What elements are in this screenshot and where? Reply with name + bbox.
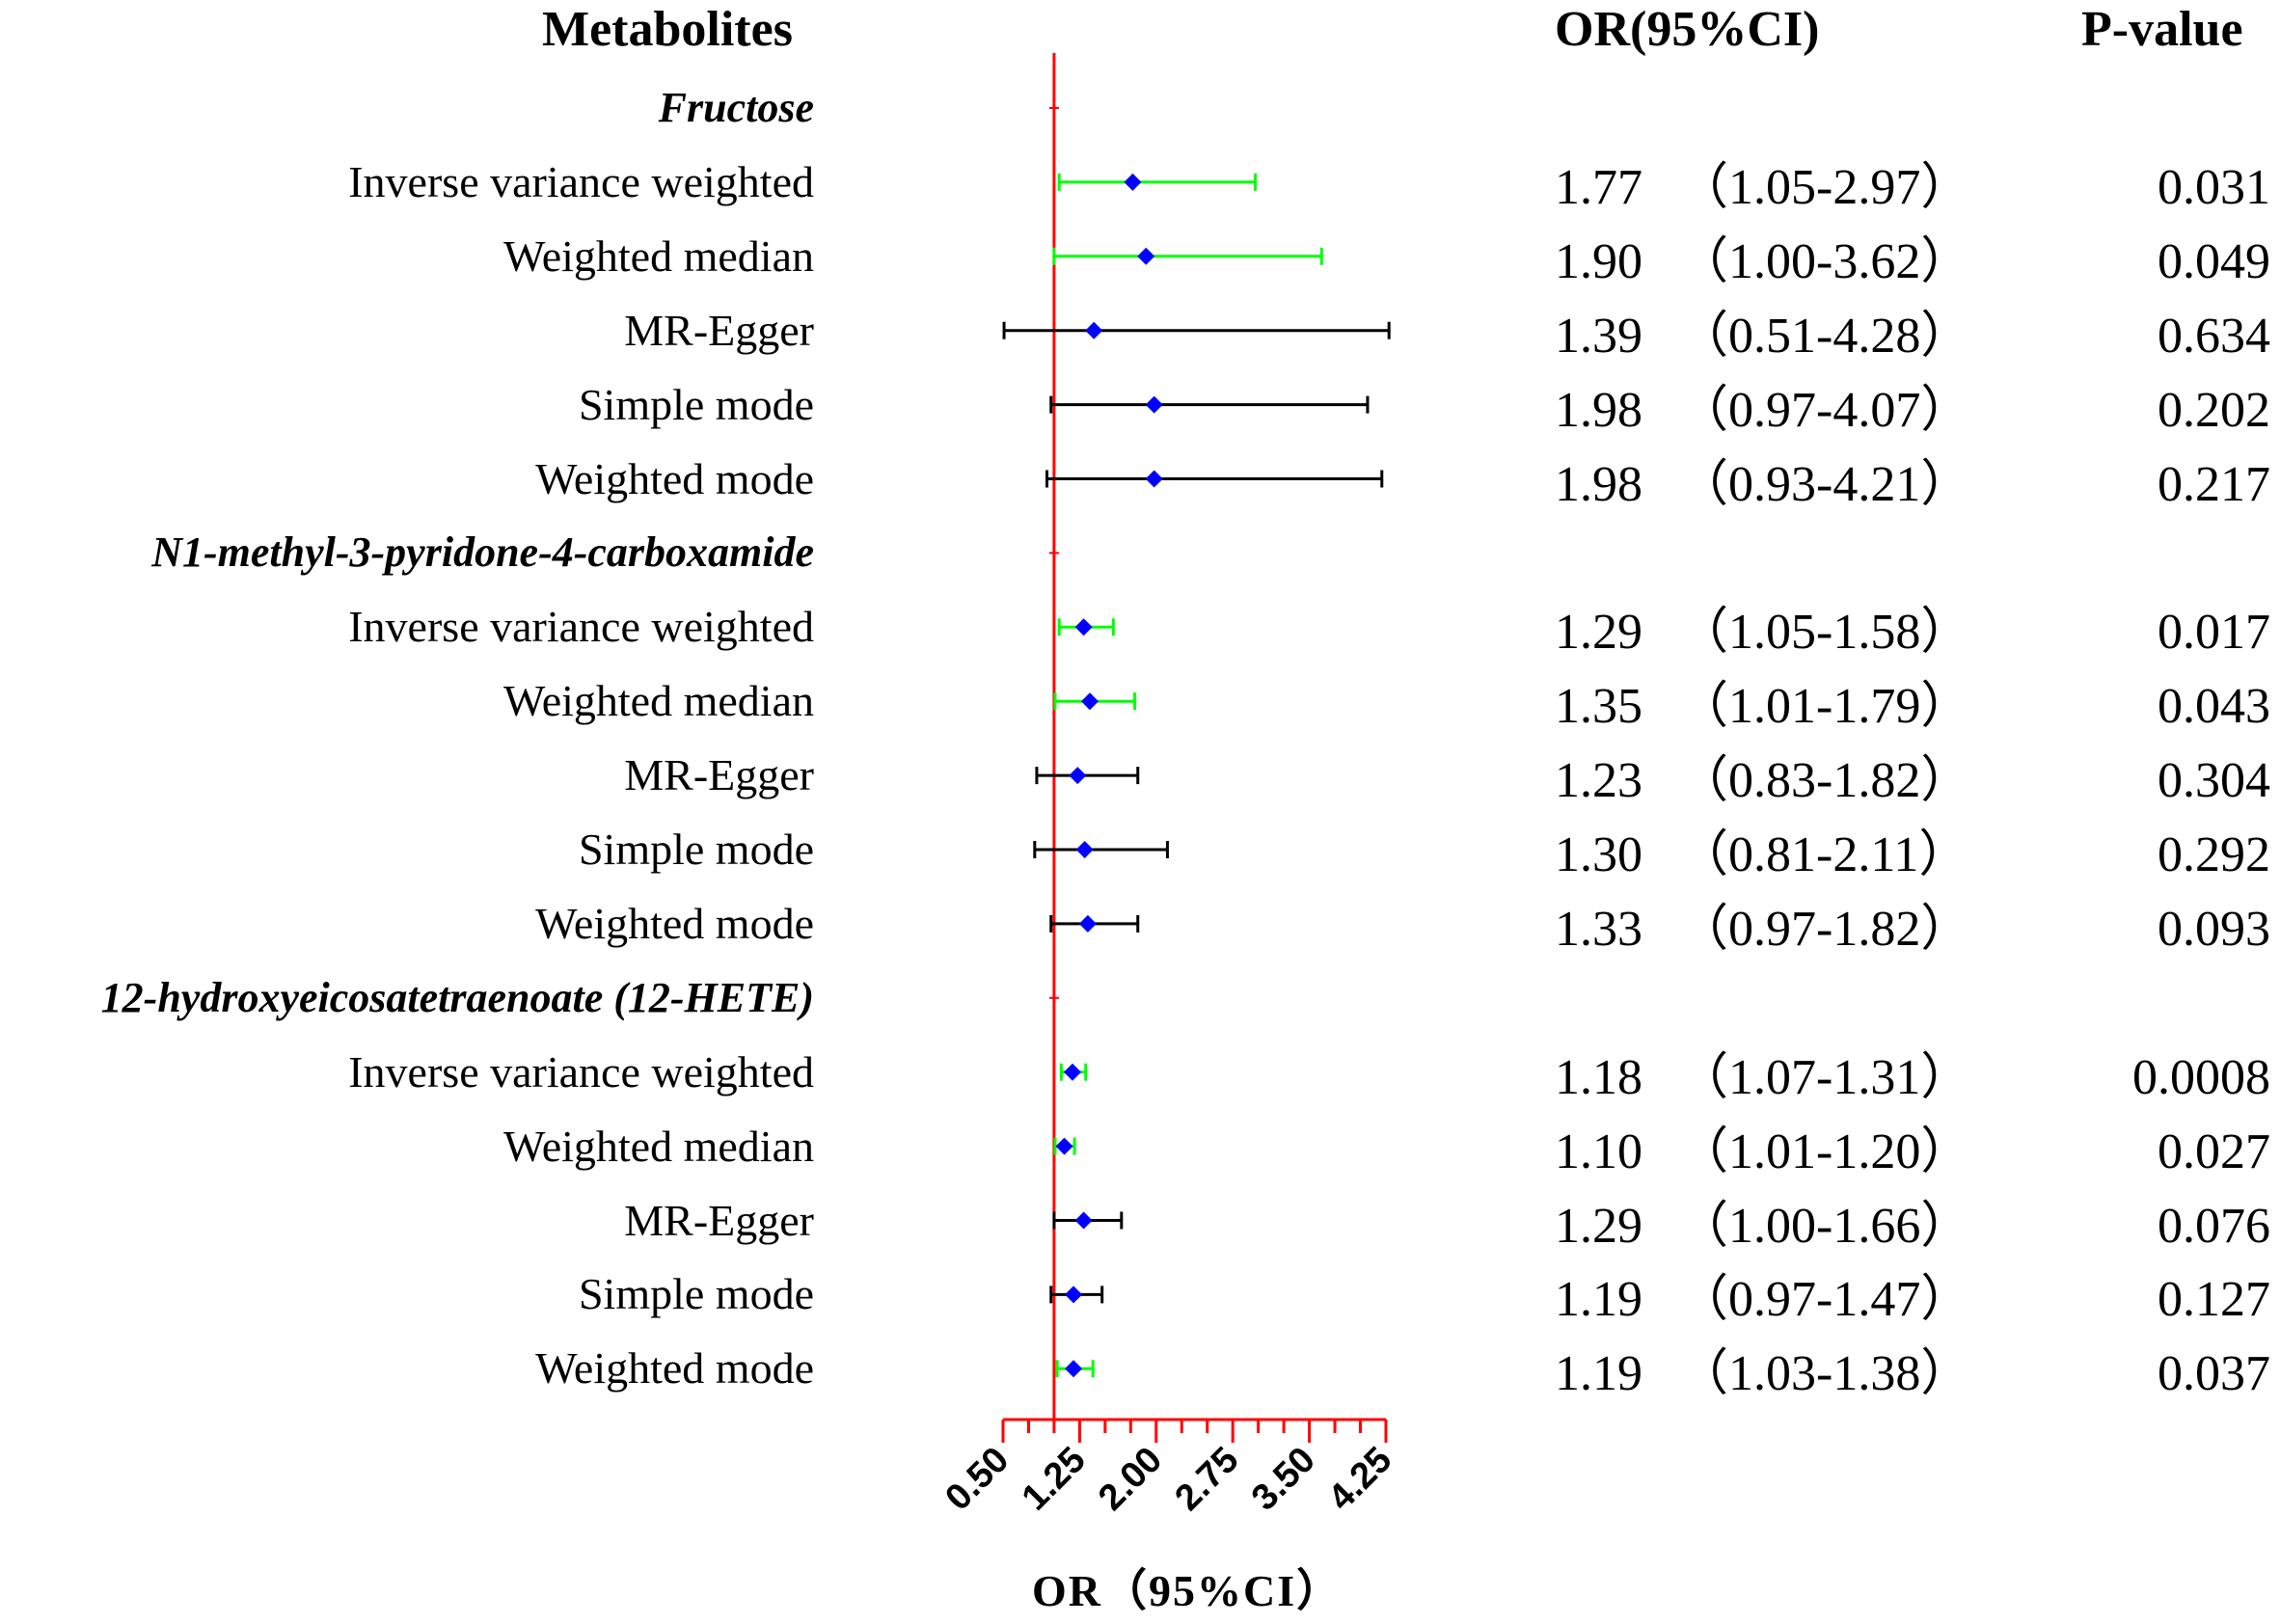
p-value: 0.027 <box>2158 1123 2270 1179</box>
x-tick-label: 0.50 <box>937 1440 1017 1519</box>
x-tick-label: 4.25 <box>1320 1440 1399 1519</box>
method-label: Weighted mode <box>535 453 814 503</box>
metabolites-header: Metabolites <box>542 2 793 57</box>
point-estimate <box>1074 1211 1093 1230</box>
p-value: 0.037 <box>2158 1346 2270 1402</box>
p-value: 0.292 <box>2158 827 2270 882</box>
or-value: 1.19 <box>1555 1272 1642 1328</box>
ci-value: （0.81-2.11） <box>1678 827 1969 882</box>
p-value-header: P-value <box>2081 2 2243 57</box>
point-estimate <box>1074 618 1093 636</box>
group-label: N1-methyl-3-pyridone-4-carboxamide <box>151 528 814 577</box>
or-value: 1.19 <box>1555 1346 1642 1402</box>
point-estimate <box>1080 692 1099 711</box>
group-label: Fructose <box>658 84 814 131</box>
or-ci-header: OR(95%CI) <box>1555 2 1820 57</box>
or-value: 1.10 <box>1555 1123 1642 1179</box>
point-estimate <box>1069 767 1087 785</box>
x-tick-label: 3.50 <box>1244 1440 1323 1519</box>
p-value: 0.017 <box>2158 605 2270 661</box>
x-tick-label: 2.00 <box>1091 1440 1170 1519</box>
p-value: 0.0008 <box>2132 1049 2270 1105</box>
p-value: 0.031 <box>2158 159 2270 215</box>
method-label: Weighted mode <box>535 1343 814 1394</box>
point-estimate <box>1145 395 1163 414</box>
p-value: 0.093 <box>2158 901 2270 957</box>
x-tick-label: 1.25 <box>1015 1440 1094 1519</box>
method-label: Weighted mode <box>535 898 814 948</box>
method-label: Simple mode <box>578 379 814 429</box>
ci-value: （1.01-1.20） <box>1678 1123 1971 1179</box>
ci-value: （1.07-1.31） <box>1678 1049 1971 1105</box>
ci-value: （1.05-2.97） <box>1678 159 1971 215</box>
method-label: Inverse variance weighted <box>348 1046 814 1096</box>
method-label: Inverse variance weighted <box>348 156 814 206</box>
p-value: 0.217 <box>2158 456 2270 512</box>
method-label: Simple mode <box>578 1269 814 1319</box>
point-estimate <box>1124 173 1142 191</box>
p-value: 0.043 <box>2158 679 2270 735</box>
p-value: 0.304 <box>2158 753 2270 809</box>
method-label: MR-Egger <box>624 750 814 800</box>
p-value: 0.202 <box>2158 382 2270 438</box>
ci-value: （0.51-4.28） <box>1678 308 1971 364</box>
ci-value: （0.97-4.07） <box>1678 382 1971 438</box>
or-value: 1.98 <box>1555 456 1642 512</box>
point-estimate <box>1075 841 1094 858</box>
p-value: 0.049 <box>2158 233 2270 289</box>
point-estimate <box>1085 321 1103 339</box>
group-label: 12-hydroxyeicosatetraenoate (12-HETE) <box>100 973 814 1021</box>
point-estimate <box>1145 470 1163 488</box>
ci-value: （1.00-3.62） <box>1678 233 1971 289</box>
point-estimate <box>1055 1137 1073 1155</box>
point-estimate <box>1065 1286 1083 1304</box>
method-label: Weighted median <box>502 676 814 726</box>
method-label: Weighted median <box>502 230 814 281</box>
ci-value: （0.93-4.21） <box>1678 456 1971 512</box>
method-label: MR-Egger <box>624 305 814 355</box>
point-estimate <box>1078 914 1097 933</box>
method-label: Inverse variance weighted <box>348 602 814 652</box>
or-value: 1.30 <box>1555 827 1642 882</box>
point-estimate <box>1063 1063 1081 1081</box>
or-value: 1.29 <box>1555 605 1642 661</box>
x-tick-label: 2.75 <box>1168 1440 1247 1519</box>
point-estimate <box>1137 247 1155 265</box>
x-axis-title: OR（95%CI） <box>1032 1566 1344 1615</box>
ci-value: （1.00-1.66） <box>1678 1198 1971 1254</box>
ci-value: （1.03-1.38） <box>1678 1346 1971 1402</box>
ci-value: （0.83-1.82） <box>1678 753 1971 809</box>
or-value: 1.77 <box>1555 159 1642 215</box>
ci-value: （0.97-1.47） <box>1678 1272 1971 1328</box>
method-label: MR-Egger <box>624 1195 814 1245</box>
or-value: 1.18 <box>1555 1049 1642 1105</box>
ci-value: （1.01-1.79） <box>1678 679 1971 735</box>
p-value: 0.634 <box>2158 308 2270 364</box>
or-value: 1.98 <box>1555 382 1642 438</box>
or-value: 1.33 <box>1555 901 1642 957</box>
ci-value: （0.97-1.82） <box>1678 901 1971 957</box>
method-label: Simple mode <box>578 825 814 874</box>
or-value: 1.90 <box>1555 233 1642 289</box>
point-estimate <box>1065 1360 1083 1378</box>
p-value: 0.076 <box>2158 1198 2270 1254</box>
or-value: 1.23 <box>1555 753 1642 809</box>
method-label: Weighted median <box>502 1121 814 1171</box>
or-value: 1.39 <box>1555 308 1642 364</box>
p-value: 0.127 <box>2158 1272 2270 1328</box>
or-value: 1.29 <box>1555 1198 1642 1254</box>
ci-value: （1.05-1.58） <box>1678 605 1971 661</box>
or-value: 1.35 <box>1555 679 1642 735</box>
